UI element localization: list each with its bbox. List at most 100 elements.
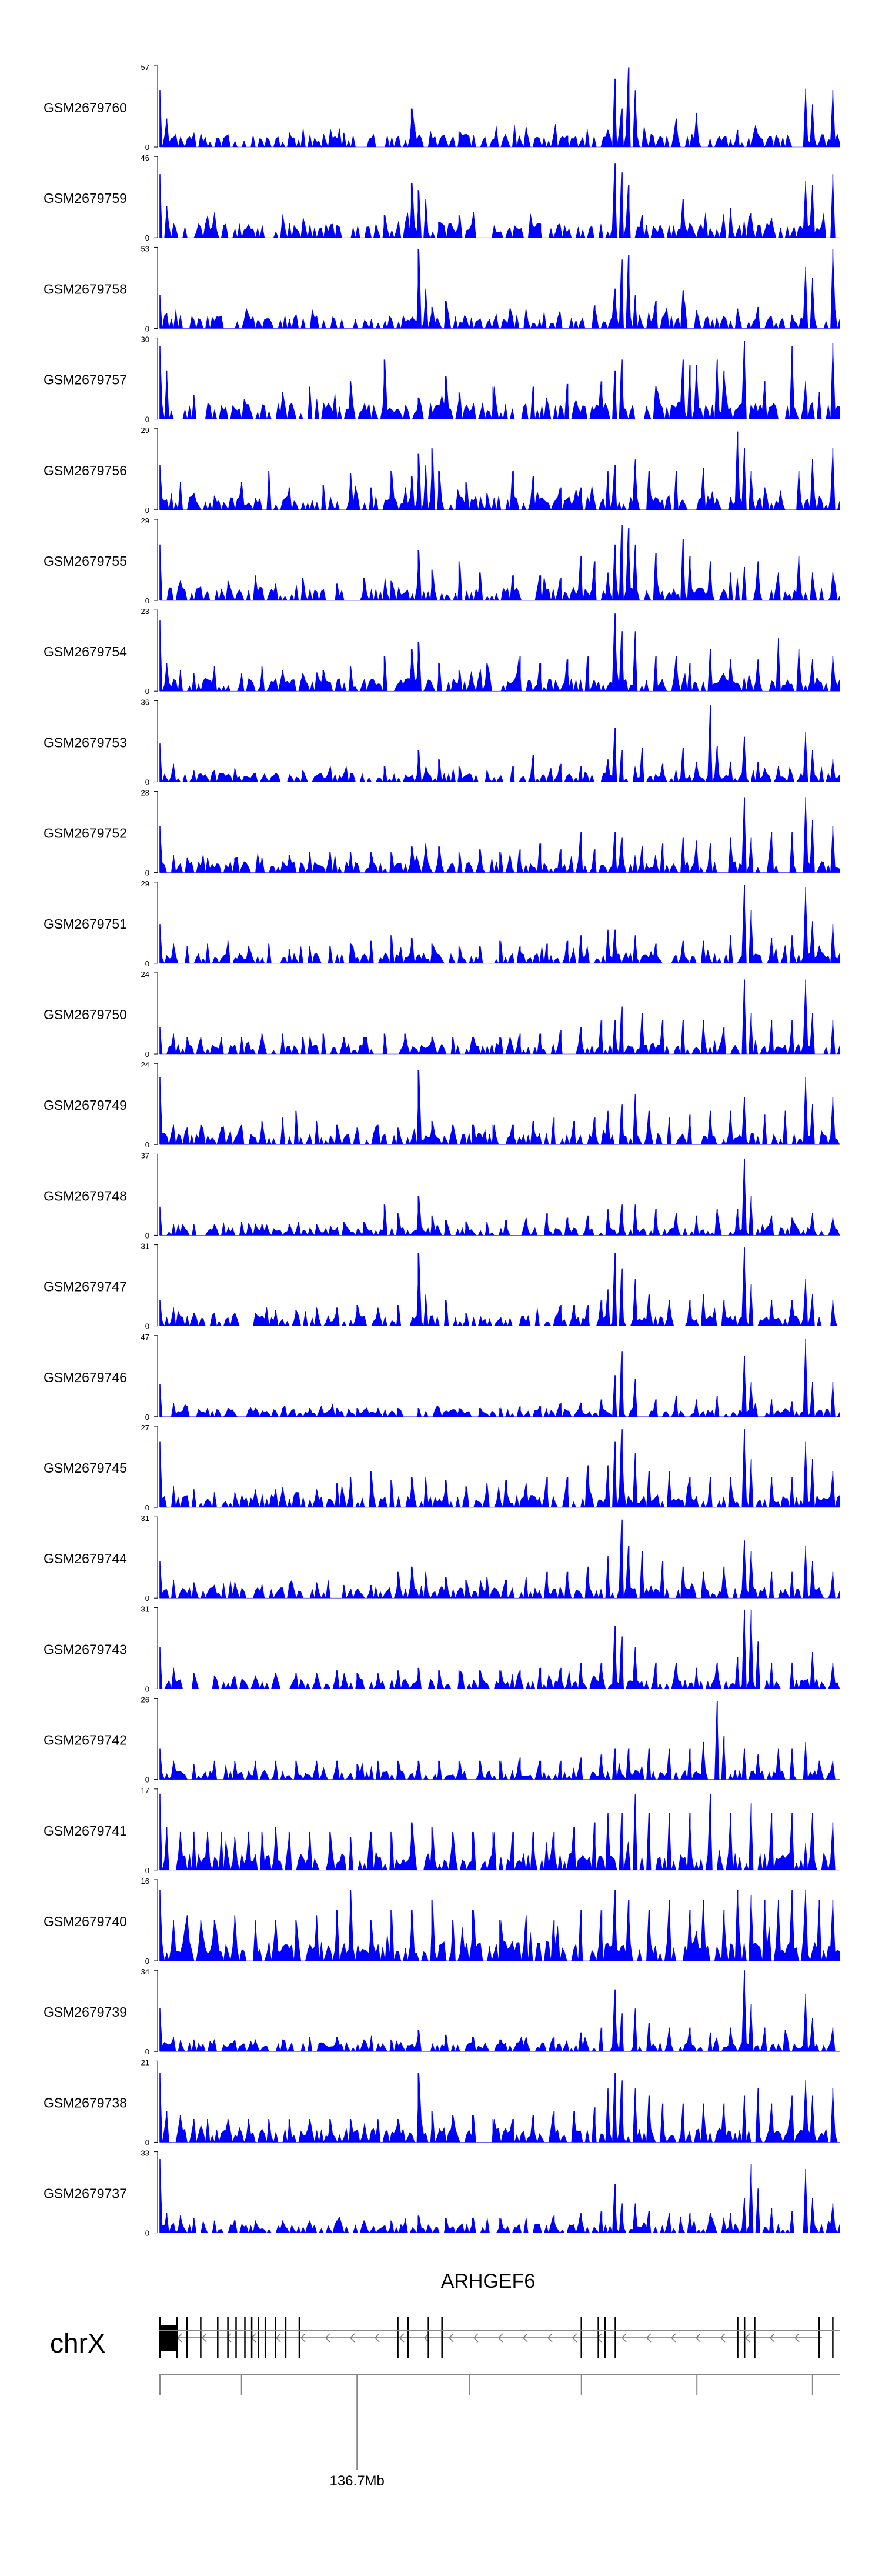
- strand-arrow: [695, 2333, 701, 2343]
- ymin-tick-label: 0: [145, 2047, 149, 2056]
- track-label: GSM2679756: [44, 463, 127, 478]
- ymax-tick-label: 29: [141, 426, 149, 435]
- strand-arrow: [399, 2333, 405, 2343]
- ymin-tick-label: 0: [145, 2229, 149, 2238]
- chromosome-ideogram: chrX 136.7Mb: [50, 2328, 840, 2489]
- ymax-tick-label: 46: [141, 154, 149, 162]
- track-GSM2679753: GSM2679753 36 0: [44, 698, 840, 786]
- coverage-area: [159, 1339, 840, 1417]
- ymin-tick-label: 0: [145, 778, 149, 786]
- strand-arrow: [794, 2333, 800, 2343]
- track-label: GSM2679754: [44, 644, 127, 659]
- ymax-tick-label: 24: [141, 970, 149, 979]
- ymax-tick-label: 31: [141, 1242, 149, 1251]
- ymin-tick-label: 0: [145, 1866, 149, 1875]
- track-GSM2679738: GSM2679738 21 0: [44, 2058, 840, 2147]
- track-GSM2679759: GSM2679759 46 0: [44, 154, 840, 242]
- coverage-area: [159, 1429, 840, 1509]
- coverage-area: [159, 705, 840, 783]
- strand-arrow: [497, 2333, 503, 2343]
- ymax-tick-label: 33: [141, 2149, 149, 2158]
- track-GSM2679760: GSM2679760 57 0: [44, 63, 840, 152]
- strand-arrow: [448, 2333, 454, 2343]
- track-GSM2679743: GSM2679743 31 0: [44, 1604, 840, 1693]
- coverage-area: [159, 525, 840, 602]
- strand-arrow: [201, 2333, 207, 2343]
- ymax-tick-label: 47: [141, 1333, 149, 1342]
- ymax-tick-label: 24: [141, 1060, 149, 1069]
- ymax-tick-label: 36: [141, 698, 149, 706]
- coverage-area: [159, 163, 840, 239]
- strand-arrow: [621, 2333, 627, 2343]
- track-GSM2679755: GSM2679755 29 0: [44, 516, 840, 605]
- track-GSM2679749: GSM2679749 24 0: [44, 1060, 840, 1149]
- strand-arrow: [670, 2333, 676, 2343]
- ymax-tick-label: 16: [141, 1877, 149, 1886]
- track-label: GSM2679758: [44, 281, 127, 296]
- ymin-tick-label: 0: [145, 687, 149, 696]
- coverage-area: [159, 613, 840, 692]
- strand-arrow: [720, 2333, 726, 2343]
- coverage-area: [159, 1247, 840, 1327]
- ymax-tick-label: 34: [141, 1967, 149, 1976]
- strand-arrow: [275, 2333, 281, 2343]
- track-label: GSM2679740: [44, 1914, 127, 1929]
- ymax-tick-label: 21: [141, 2058, 149, 2067]
- coverage-tracks: GSM2679760570GSM2679759460GSM2679758530G…: [44, 63, 840, 2238]
- strand-arrow: [423, 2333, 429, 2343]
- ymax-tick-label: 31: [141, 1514, 149, 1523]
- track-GSM2679756: GSM2679756 29 0: [44, 426, 840, 515]
- ymax-tick-label: 17: [141, 1786, 149, 1795]
- track-GSM2679737: GSM2679737 33 0: [44, 2149, 840, 2238]
- coverage-area: [159, 431, 840, 510]
- track-GSM2679742: GSM2679742 26 0: [44, 1696, 840, 1784]
- track-label: GSM2679737: [44, 2186, 127, 2201]
- coverage-area: [159, 67, 840, 148]
- ymin-tick-label: 0: [145, 1231, 149, 1240]
- ymin-tick-label: 0: [145, 1050, 149, 1059]
- coverage-area: [159, 1970, 840, 2053]
- track-label: GSM2679760: [44, 100, 127, 115]
- ymax-tick-label: 28: [141, 789, 149, 798]
- ymax-tick-label: 26: [141, 1696, 149, 1704]
- track-label: GSM2679750: [44, 1007, 127, 1022]
- track-GSM2679748: GSM2679748 37 0: [44, 1151, 840, 1240]
- strand-arrow: [374, 2333, 380, 2343]
- major-tick-label: 136.7Mb: [329, 2473, 384, 2489]
- strand-arrow: [325, 2333, 330, 2343]
- track-label: GSM2679744: [44, 1551, 127, 1566]
- ymin-tick-label: 0: [145, 1957, 149, 1966]
- coverage-area: [159, 341, 840, 420]
- track-label: GSM2679743: [44, 1641, 127, 1657]
- ymin-tick-label: 0: [145, 506, 149, 515]
- strand-arrow: [596, 2333, 602, 2343]
- strand-arrow: [300, 2333, 306, 2343]
- track-GSM2679746: GSM2679746 47 0: [44, 1333, 840, 1422]
- track-label: GSM2679752: [44, 826, 127, 841]
- track-GSM2679745: GSM2679745 27 0: [44, 1423, 840, 1512]
- ymax-tick-label: 27: [141, 1423, 149, 1432]
- ymin-tick-label: 0: [145, 324, 149, 333]
- ymin-tick-label: 0: [145, 1322, 149, 1331]
- ymax-tick-label: 29: [141, 879, 149, 888]
- ymin-tick-label: 0: [145, 1413, 149, 1422]
- track-label: GSM2679757: [44, 372, 127, 388]
- track-GSM2679747: GSM2679747 31 0: [44, 1242, 840, 1331]
- ymax-tick-label: 53: [141, 244, 149, 253]
- strand-arrow: [522, 2333, 528, 2343]
- ymin-tick-label: 0: [145, 1684, 149, 1693]
- strand-arrow: [769, 2333, 775, 2343]
- chromosome-label: chrX: [50, 2328, 106, 2358]
- ymin-tick-label: 0: [145, 869, 149, 877]
- ymin-tick-label: 0: [145, 2138, 149, 2147]
- ymin-tick-label: 0: [145, 415, 149, 424]
- ymin-tick-label: 0: [145, 143, 149, 152]
- track-label: GSM2679738: [44, 2095, 127, 2110]
- ymax-tick-label: 23: [141, 607, 149, 616]
- track-label: GSM2679751: [44, 916, 127, 932]
- track-label: GSM2679742: [44, 1733, 127, 1748]
- track-label: GSM2679753: [44, 735, 127, 750]
- track-label: GSM2679759: [44, 191, 127, 206]
- track-GSM2679751: GSM2679751 29 0: [44, 879, 840, 968]
